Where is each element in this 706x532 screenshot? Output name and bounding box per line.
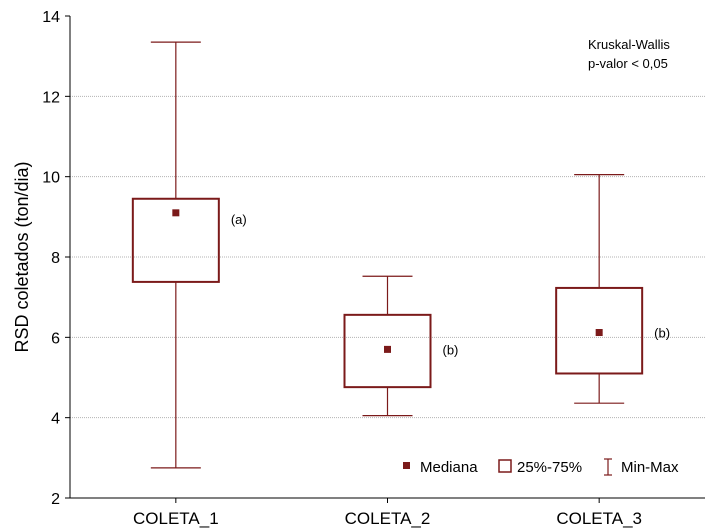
legend-iqr-label: 25%-75% <box>517 459 582 476</box>
box-coleta_1: (a) <box>131 41 247 469</box>
box-coleta_3: (b) <box>555 174 670 404</box>
y-tick-label-14: 14 <box>42 9 60 26</box>
box-series: (a) (b) (b) <box>131 41 670 469</box>
legend-iqr-marker <box>498 459 512 473</box>
y-tick-label-12: 12 <box>42 89 60 106</box>
x-tick-label-coleta_3: COLETA_3 <box>556 509 642 528</box>
median-marker <box>172 209 180 217</box>
gridlines <box>70 95 705 419</box>
axes <box>65 15 705 503</box>
legend-minmax-marker <box>604 458 612 476</box>
group-letter: (a) <box>231 212 247 227</box>
legend-median-marker <box>403 462 410 469</box>
y-tick-label-10: 10 <box>42 170 60 187</box>
y-tick-labels: 2 4 6 8 10 12 14 <box>42 9 60 508</box>
y-axis-title: RSD coletados (ton/dia) <box>12 161 32 352</box>
x-tick-label-coleta_1: COLETA_1 <box>133 509 219 528</box>
test-annotation-line-1: Kruskal-Wallis <box>588 37 670 52</box>
group-letter: (b) <box>654 326 670 341</box>
iqr-box <box>555 286 644 375</box>
legend-median-label: Mediana <box>420 459 478 476</box>
y-tick-label-6: 6 <box>51 330 60 347</box>
iqr-box <box>343 313 432 389</box>
legend: Mediana 25%-75% Min-Max <box>403 458 679 476</box>
iqr-box <box>131 197 220 283</box>
box-coleta_2: (b) <box>343 275 459 417</box>
median-marker <box>384 345 391 353</box>
group-letter: (b) <box>443 342 459 357</box>
test-annotation-line-2: p-valor < 0,05 <box>588 56 668 71</box>
x-category-labels: COLETA_1 COLETA_2 COLETA_3 <box>133 509 642 528</box>
y-tick-label-8: 8 <box>51 250 60 267</box>
y-tick-label-2: 2 <box>51 491 60 508</box>
y-tick-label-4: 4 <box>51 411 60 428</box>
x-tick-label-coleta_2: COLETA_2 <box>345 509 431 528</box>
median-marker <box>595 329 603 337</box>
legend-minmax-label: Min-Max <box>621 459 679 476</box>
